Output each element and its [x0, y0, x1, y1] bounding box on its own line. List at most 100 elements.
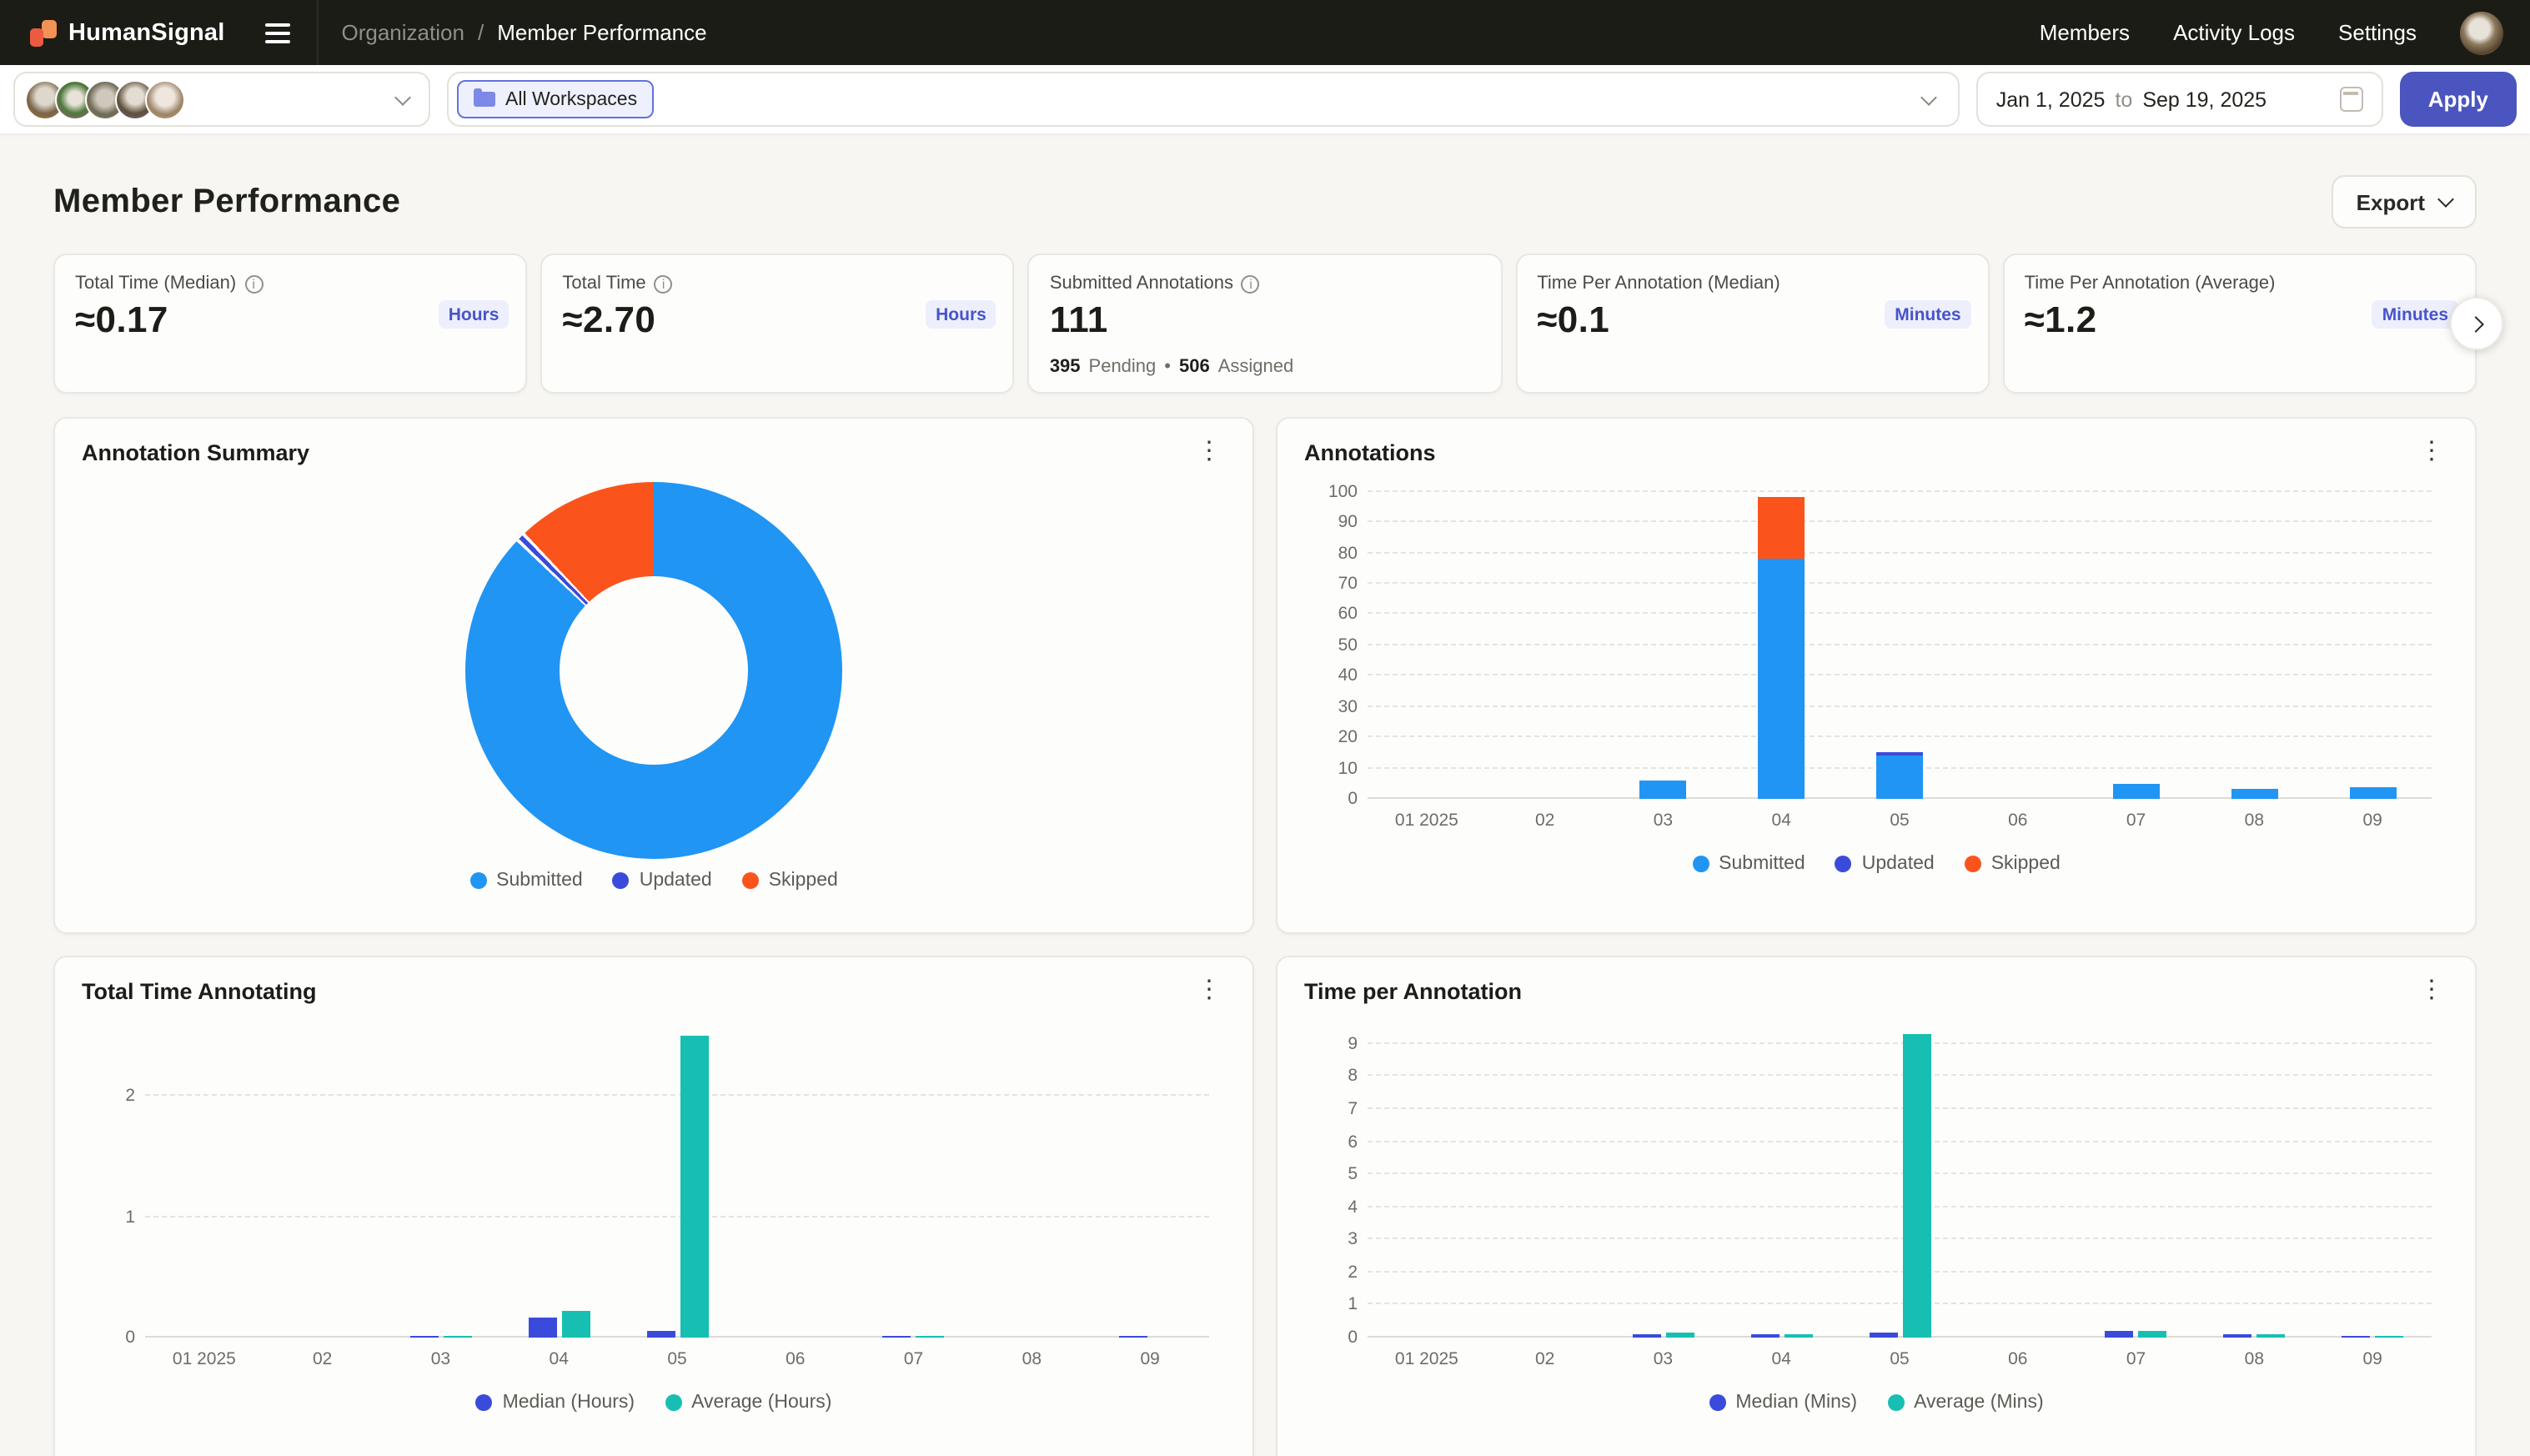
breadcrumb-separator: / [477, 20, 484, 45]
x-tick-label: 04 [1771, 811, 1791, 831]
y-tick-label: 9 [1348, 1033, 1358, 1054]
nav-divider [316, 0, 319, 65]
stacked-bar [2349, 786, 2397, 799]
bar-groups: 01 2025 02 03 04 05 06 07 08 09 [1368, 485, 2432, 831]
legend-item: Average (Hours) [665, 1393, 831, 1413]
grid-line [1368, 520, 2432, 523]
legend: Submitted Updated Skipped [1304, 854, 2448, 874]
grouped-bars [882, 1024, 945, 1338]
kpi-total-time-median: Total Time (Median) ≈0.17 Hours [53, 254, 528, 394]
bar-group: 04 [1722, 485, 1840, 831]
total-time-card: Total Time Annotating ⋮ 0 1 2 01 2025 02 03 04… [53, 956, 1254, 1456]
kebab-menu-icon[interactable]: ⋮ [2419, 976, 2444, 1004]
bar-median-hours- [409, 1335, 439, 1338]
kpi-submitted-annotations: Submitted Annotations 111 395 Pending • … [1027, 254, 1503, 394]
grid-line [1368, 1074, 2432, 1077]
y-tick-label: 10 [1338, 758, 1358, 779]
breadcrumb-organization[interactable]: Organization [341, 20, 464, 45]
nav-activity-logs[interactable]: Activity Logs [2173, 20, 2296, 45]
bar-group: 08 [2195, 1024, 2313, 1369]
bar-group: 06 [1959, 1024, 2077, 1369]
filters-toolbar: All Workspaces Jan 1, 2025 to Sep 19, 20… [0, 65, 2530, 133]
workspace-chip[interactable]: All Workspaces [457, 80, 655, 118]
total-time-bar-chart: 0 1 2 01 2025 02 03 04 05 06 07 08 09 [82, 1011, 1226, 1381]
grouped-bars [1001, 1024, 1062, 1338]
export-button[interactable]: Export [2331, 175, 2477, 228]
bar-group: 09 [2313, 485, 2432, 831]
info-icon[interactable] [1241, 274, 1260, 293]
y-tick-label: 60 [1338, 604, 1358, 625]
legend-dot [1692, 856, 1709, 872]
y-tick-label: 6 [1348, 1132, 1358, 1152]
menu-icon[interactable] [259, 16, 297, 49]
y-tick-label: 5 [1348, 1164, 1358, 1185]
bar-segment-skipped [1758, 497, 1805, 560]
bar-median-mins- [2223, 1333, 2252, 1338]
nav-members[interactable]: Members [2039, 20, 2131, 45]
breadcrumb-current-page: Member Performance [497, 20, 707, 45]
kebab-menu-icon[interactable]: ⋮ [1197, 437, 1222, 465]
apply-button[interactable]: Apply [2399, 72, 2517, 127]
date-start: Jan 1, 2025 [1995, 88, 2106, 111]
grouped-bars [528, 1024, 590, 1338]
date-range-input[interactable]: Jan 1, 2025 to Sep 19, 2025 [1975, 72, 2383, 127]
bar-group: 05 [1840, 1024, 1959, 1369]
carousel-next-button[interactable] [2450, 297, 2503, 350]
chevron-down-icon [2437, 191, 2454, 208]
grid-line [1368, 674, 2432, 676]
user-avatar[interactable] [2460, 11, 2503, 54]
grouped-bars [173, 1024, 235, 1338]
y-tick-label: 7 [1348, 1098, 1358, 1119]
info-icon[interactable] [244, 274, 264, 293]
y-tick-label: 30 [1338, 696, 1358, 717]
plot-area: 0 10 20 30 40 50 60 70 80 90 100 01 2025 02 03 04 05 06 0… [1328, 481, 2432, 831]
info-icon[interactable] [654, 274, 673, 293]
stacked-bar [1758, 497, 1805, 799]
bar-group: 07 [2077, 485, 2196, 831]
grid-line [1368, 1042, 2432, 1044]
annotation-summary-card: Annotation Summary ⋮ Submitted Updated Ski… [53, 417, 1254, 934]
bar-average-hours- [916, 1335, 945, 1338]
kpi-value: ≈2.70 [562, 299, 656, 340]
legend: Median (Hours) Average (Hours) [82, 1393, 1226, 1413]
bar-group: 04 [499, 1024, 618, 1369]
x-tick-label: 06 [2008, 1349, 2028, 1369]
x-tick-label: 06 [2008, 811, 2028, 831]
x-tick-label: 08 [2244, 811, 2265, 831]
kpi-value: ≈0.17 [75, 299, 168, 340]
legend-label: Submitted [496, 871, 583, 891]
grid-line [1368, 705, 2432, 707]
chevron-down-icon [394, 88, 411, 105]
legend-item: Updated [1835, 854, 1935, 874]
brand[interactable]: HumanSignal [30, 19, 225, 46]
kebab-menu-icon[interactable]: ⋮ [2419, 437, 2444, 465]
nav-links: Members Activity Logs Settings [2040, 11, 2503, 54]
legend-label: Average (Mins) [1914, 1393, 2044, 1413]
legend-label: Median (Mins) [1735, 1393, 1858, 1413]
export-label: Export [2356, 189, 2425, 214]
y-tick-label: 8 [1348, 1066, 1358, 1087]
bar-average-hours- [561, 1311, 590, 1338]
workspaces-select[interactable]: All Workspaces [447, 72, 1960, 127]
grid-line [1368, 551, 2432, 554]
legend-label: Average (Hours) [691, 1393, 832, 1413]
members-select[interactable] [13, 72, 430, 127]
nav-settings[interactable]: Settings [2338, 20, 2417, 45]
bar-average-mins- [2256, 1334, 2286, 1338]
kebab-menu-icon[interactable]: ⋮ [1197, 976, 1222, 1004]
assigned-count: 506 [1179, 357, 1210, 377]
unit-badge: Minutes [2372, 300, 2459, 329]
page-header: Member Performance Export [53, 175, 2477, 228]
bar-group: 09 [1091, 1024, 1209, 1369]
y-tick-label: 0 [125, 1328, 135, 1348]
calendar-icon[interactable] [2339, 87, 2363, 112]
grid-line [1368, 1172, 2432, 1175]
workspace-chip-label: All Workspaces [505, 89, 638, 109]
annotations-card: Annotations ⋮ 0 10 20 30 40 50 60 70 80 90 100 01 2… [1276, 417, 2477, 934]
legend-item: Updated [612, 871, 712, 891]
grid-line [145, 1094, 1209, 1097]
kpi-value: ≈0.1 [1537, 299, 1610, 340]
y-tick-label: 0 [1348, 789, 1358, 809]
x-tick-label: 08 [1022, 1349, 1042, 1369]
x-tick-label: 02 [1534, 1349, 1555, 1369]
